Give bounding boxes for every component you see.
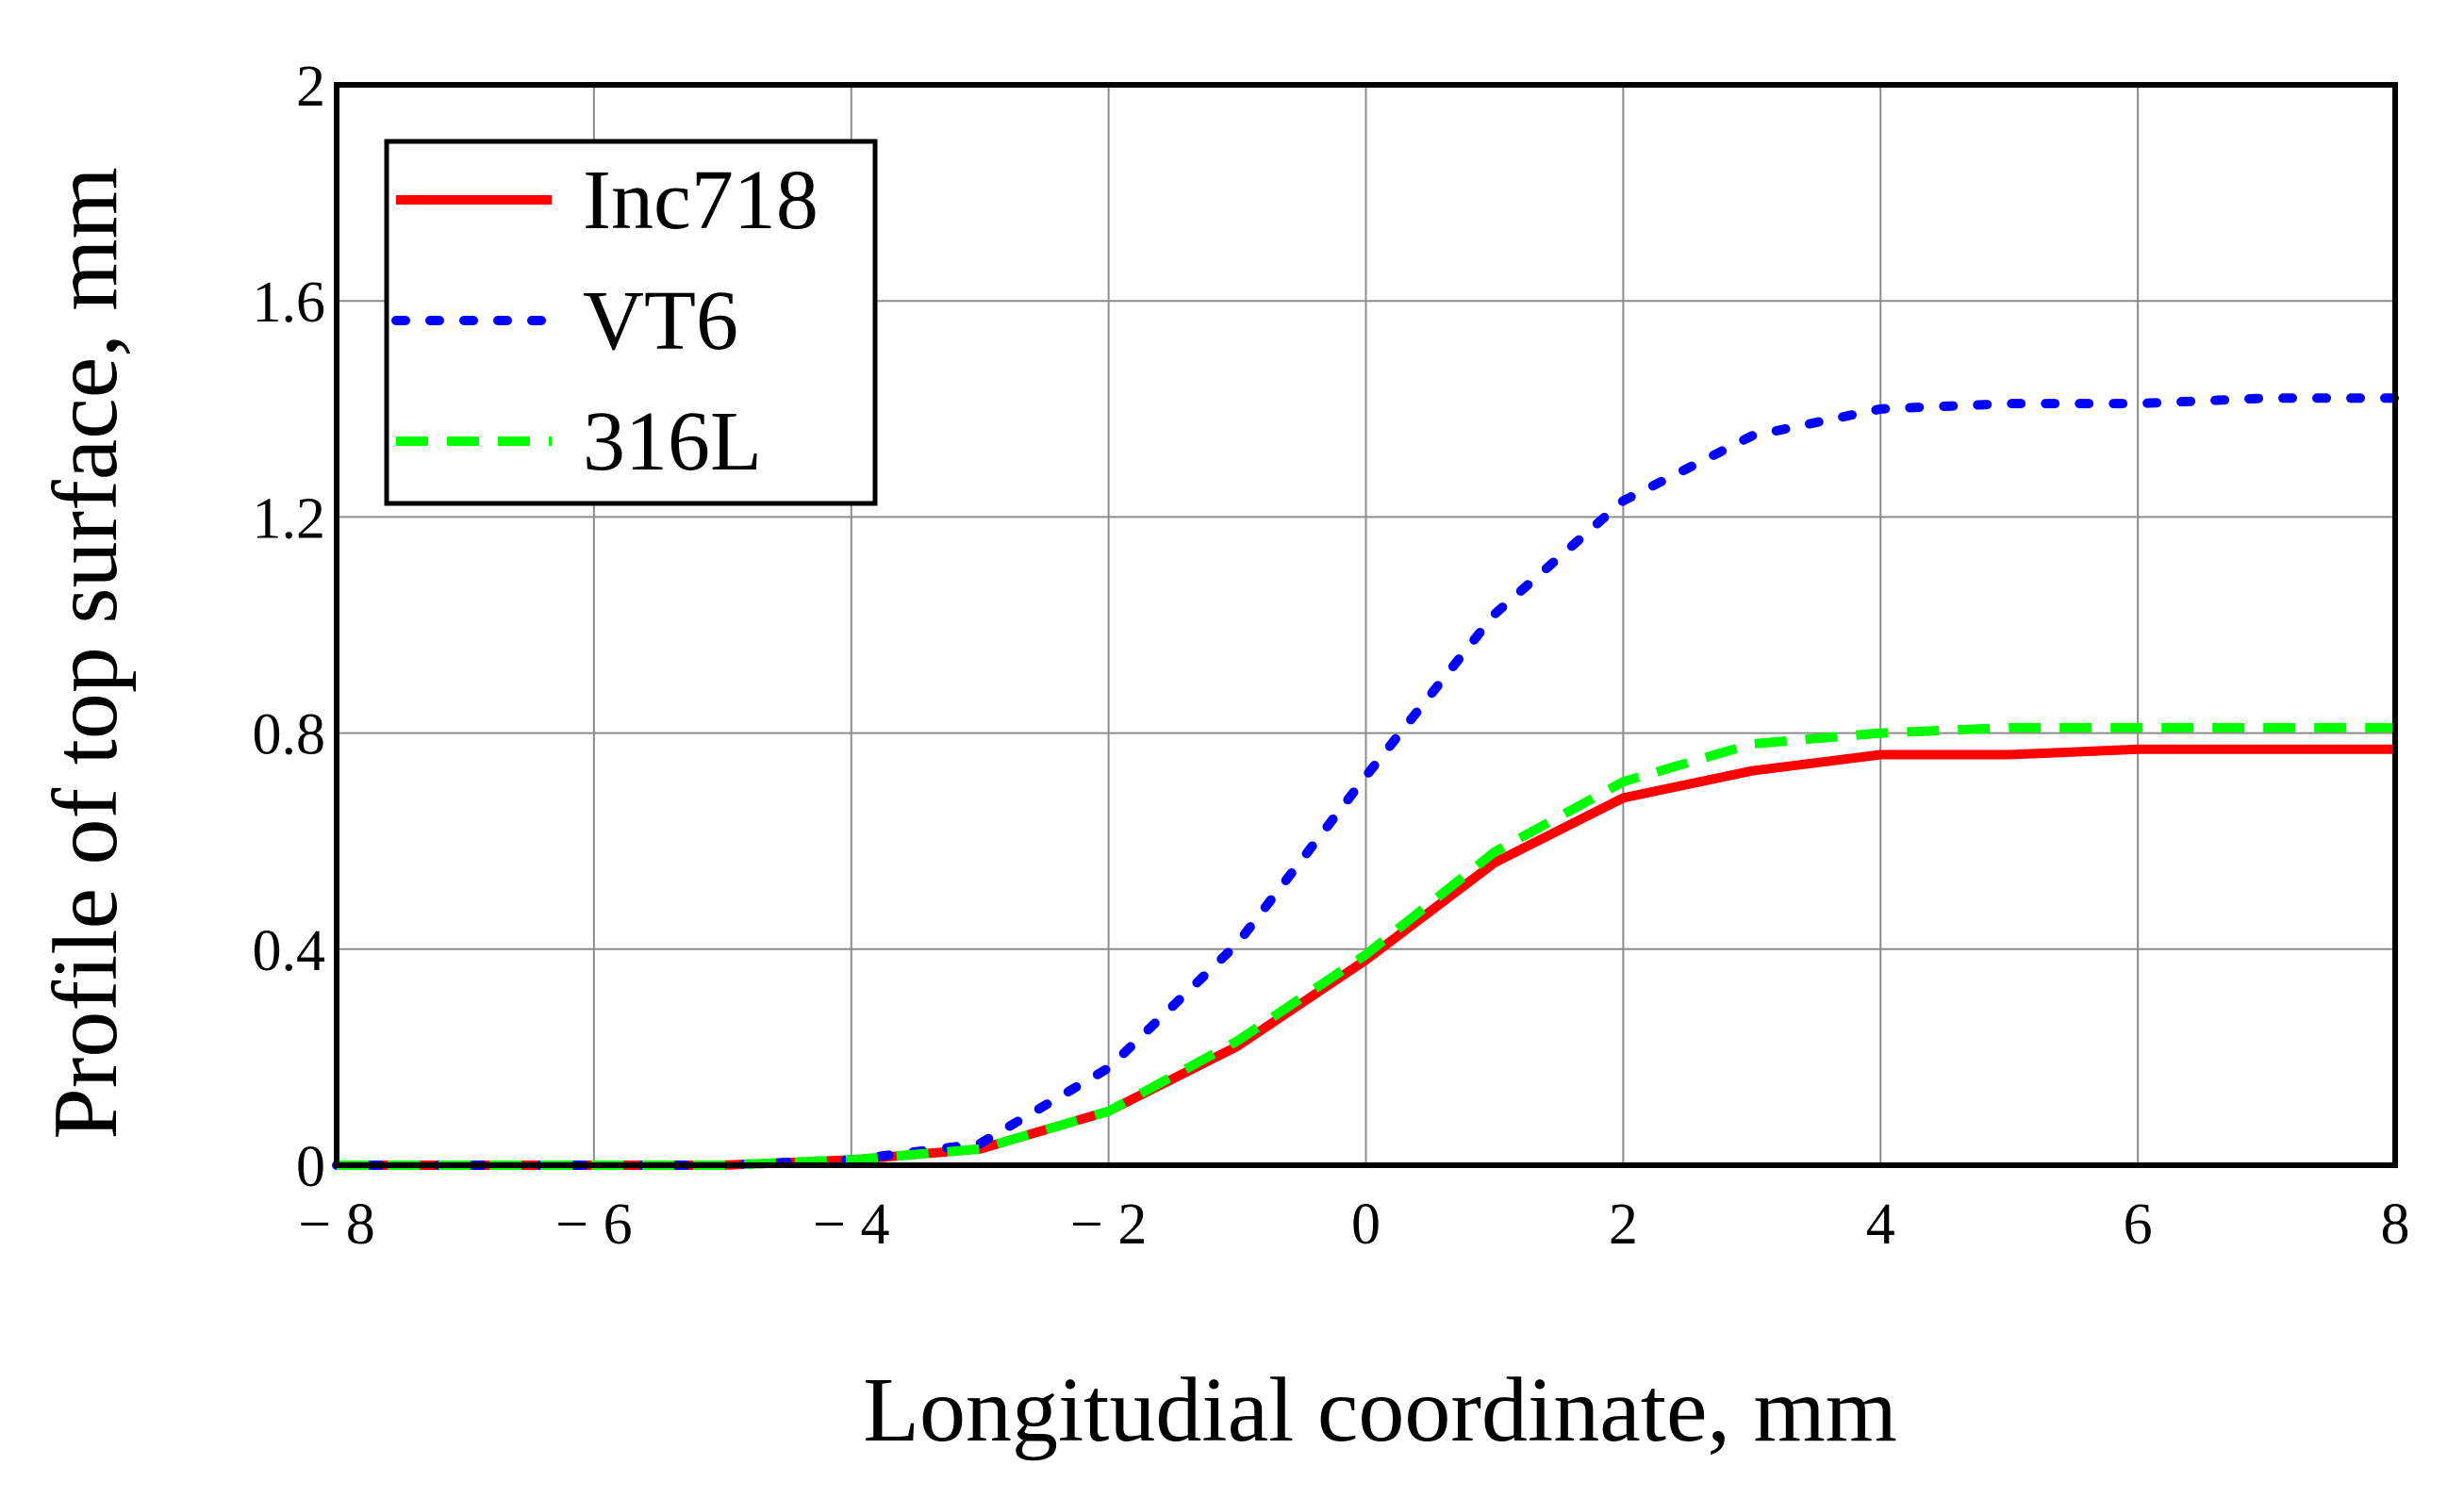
y-axis-title: Profile of top surface, mm [35, 167, 137, 1139]
legend-label-vt6: VT6 [583, 274, 738, 368]
y-tick-label: 1.6 [253, 271, 326, 335]
x-tick-label: 0 [1351, 1193, 1381, 1257]
x-tick-label: − 6 [555, 1193, 632, 1257]
y-tick-label: 2 [296, 55, 325, 119]
x-tick-label: − 8 [298, 1193, 374, 1257]
tick-labels: − 8 − 6 − 4 − 2 0 2 4 6 8 0 0.4 0.8 1.2 1.6 2 [253, 55, 2410, 1257]
x-tick-label: − 4 [813, 1193, 889, 1257]
x-tick-label: 2 [1609, 1193, 1638, 1257]
x-tick-label: 4 [1866, 1193, 1895, 1257]
legend-label-inc718: Inc718 [583, 154, 819, 247]
x-tick-label: − 2 [1070, 1193, 1147, 1257]
legend: Inc718 VT6 316L [384, 139, 878, 506]
grid [337, 85, 2395, 1165]
x-axis-title: Longitudial coordinate, mm [863, 1359, 1897, 1461]
y-tick-label: 0.8 [253, 703, 326, 767]
plot-frame [334, 82, 2398, 1168]
legend-label-316l: 316L [583, 395, 762, 488]
x-tick-label: 6 [2124, 1193, 2153, 1257]
series-line-316l [337, 722, 2395, 1170]
y-tick-label: 0.4 [253, 919, 326, 983]
x-tick-label: 8 [2381, 1193, 2410, 1257]
y-tick-label: 0 [296, 1135, 325, 1199]
y-tick-label: 1.2 [253, 486, 326, 551]
